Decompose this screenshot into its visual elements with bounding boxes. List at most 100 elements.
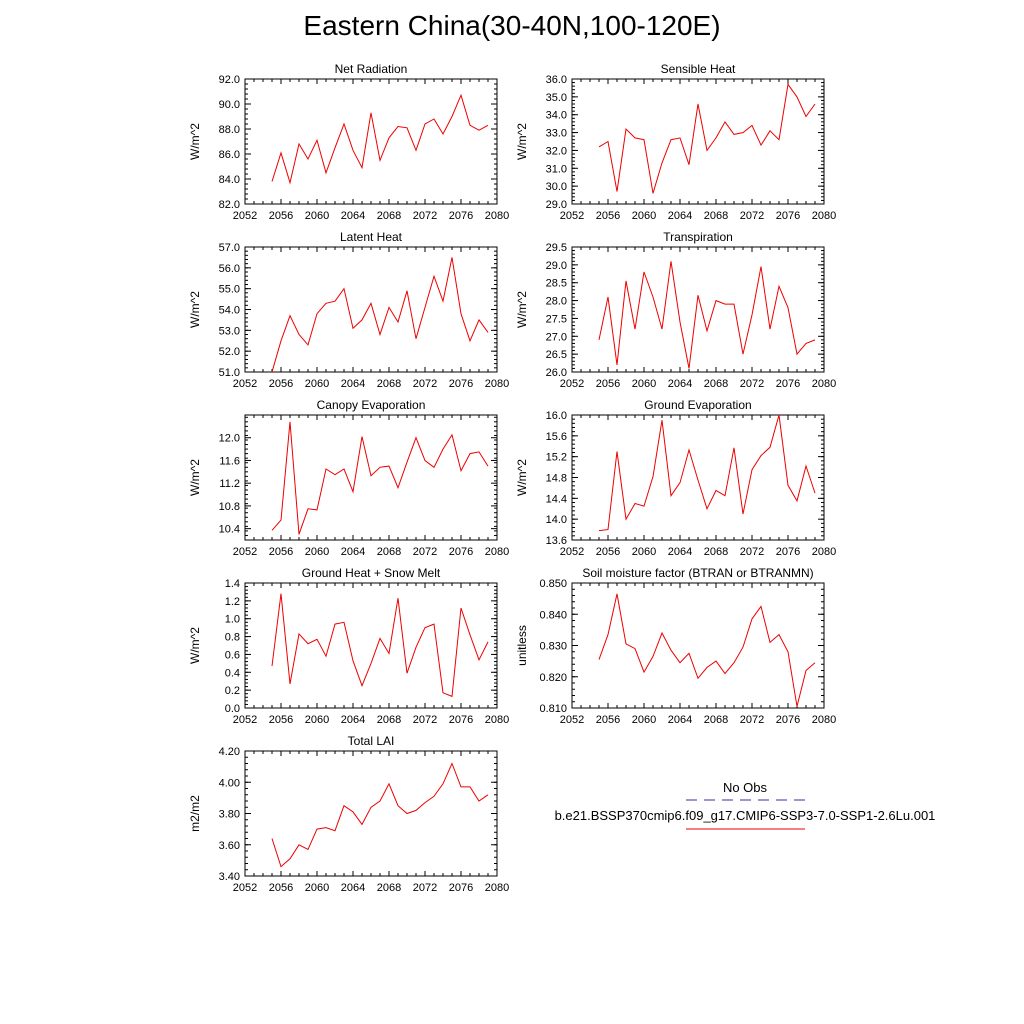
- y-tick-label-ground-heat-snow-melt: 0.0: [225, 703, 240, 715]
- x-tick-label-total-lai: 2076: [449, 882, 473, 894]
- x-tick-label-sensible-heat: 2080: [812, 210, 836, 222]
- x-tick-label-canopy-evaporation: 2068: [377, 546, 401, 558]
- panel-title-total-lai: Total LAI: [348, 734, 395, 748]
- x-tick-label-soil-moisture-factor-btran-or-btranmn: 2072: [740, 714, 764, 726]
- plot-frame-latent-heat: [244, 246, 498, 373]
- y-tick-label-canopy-evaporation: 11.2: [219, 478, 240, 490]
- figure-title: Eastern China(30-40N,100-120E): [303, 10, 721, 41]
- panel-title-ground-evaporation: Ground Evaporation: [644, 398, 751, 412]
- y-tick-label-total-lai: 3.60: [219, 840, 240, 852]
- panel-ground-evaporation: Ground Evaporation W/m^2 2052 2056 2060 2064 2…: [515, 398, 836, 558]
- y-tick-label-sensible-heat: 29.0: [546, 199, 567, 211]
- x-tick-label-sensible-heat: 2052: [560, 210, 584, 222]
- x-tick-label-sensible-heat: 2060: [632, 210, 656, 222]
- x-tick-label-total-lai: 2056: [269, 882, 293, 894]
- y-tick-label-total-lai: 4.00: [219, 777, 240, 789]
- legend-label-model: b.e21.BSSP370cmip6.f09_g17.CMIP6-SSP3-7.…: [555, 808, 936, 823]
- y-tick-label-transpiration: 26.5: [546, 349, 567, 361]
- y-tick-label-transpiration: 29.5: [546, 242, 567, 254]
- x-tick-label-total-lai: 2080: [485, 882, 509, 894]
- y-tick-label-latent-heat: 57.0: [219, 242, 240, 254]
- x-tick-label-transpiration: 2052: [560, 378, 584, 390]
- x-tick-label-soil-moisture-factor-btran-or-btranmn: 2060: [632, 714, 656, 726]
- y-tick-label-total-lai: 4.20: [219, 746, 240, 758]
- panel-sensible-heat: Sensible Heat W/m^2 2052 2056 2060 2064 2068 20…: [515, 62, 836, 222]
- y-tick-label-sensible-heat: 36.0: [546, 74, 567, 86]
- x-tick-label-transpiration: 2060: [632, 378, 656, 390]
- y-tick-label-ground-heat-snow-melt: 0.8: [225, 632, 240, 644]
- series-line-ground-evaporation: [598, 414, 816, 532]
- series-line-ground-heat-snow-melt: [271, 593, 489, 698]
- x-tick-label-transpiration: 2072: [740, 378, 764, 390]
- y-tick-label-transpiration: 27.0: [546, 331, 567, 343]
- panel-title-soil-moisture-factor-btran-or-btranmn: Soil moisture factor (BTRAN or BTRANMN): [582, 566, 813, 580]
- panels-group: Net Radiation W/m^2 2052 2056 2060 2064 2068 20…: [188, 62, 836, 894]
- x-tick-label-sensible-heat: 2056: [596, 210, 620, 222]
- panel-latent-heat: Latent Heat W/m^2 2052 2056 2060 2064 2068 2072…: [188, 230, 509, 390]
- y-tick-label-total-lai: 3.80: [219, 809, 240, 821]
- y-tick-label-transpiration: 27.5: [546, 313, 567, 325]
- panel-title-net-radiation: Net Radiation: [335, 62, 408, 76]
- panel-transpiration: Transpiration W/m^2 2052 2056 2060 2064 2068 20…: [515, 230, 836, 390]
- x-tick-label-soil-moisture-factor-btran-or-btranmn: 2052: [560, 714, 584, 726]
- y-tick-label-sensible-heat: 31.0: [546, 163, 567, 175]
- x-tick-label-canopy-evaporation: 2080: [485, 546, 509, 558]
- x-tick-label-sensible-heat: 2072: [740, 210, 764, 222]
- y-tick-label-ground-evaporation: 14.0: [546, 514, 567, 526]
- x-tick-label-canopy-evaporation: 2056: [269, 546, 293, 558]
- x-tick-label-ground-heat-snow-melt: 2080: [485, 714, 509, 726]
- y-axis-label-transpiration: W/m^2: [515, 291, 529, 328]
- series-line-latent-heat: [271, 257, 489, 373]
- x-tick-label-latent-heat: 2080: [485, 378, 509, 390]
- plot-frame-total-lai: [244, 750, 498, 877]
- x-tick-label-transpiration: 2056: [596, 378, 620, 390]
- series-line-net-radiation: [271, 93, 489, 185]
- y-axis-label-ground-evaporation: W/m^2: [515, 459, 529, 496]
- x-tick-label-ground-heat-snow-melt: 2072: [413, 714, 437, 726]
- x-tick-label-soil-moisture-factor-btran-or-btranmn: 2076: [776, 714, 800, 726]
- x-tick-label-net-radiation: 2052: [233, 210, 257, 222]
- legend-label-obs: No Obs: [723, 780, 768, 795]
- y-axis-label-latent-heat: W/m^2: [188, 291, 202, 328]
- y-tick-label-soil-moisture-factor-btran-or-btranmn: 0.820: [539, 672, 567, 684]
- y-tick-label-net-radiation: 86.0: [219, 149, 240, 161]
- y-tick-label-ground-evaporation: 13.6: [546, 535, 567, 547]
- series-line-total-lai: [271, 762, 489, 868]
- y-tick-label-soil-moisture-factor-btran-or-btranmn: 0.840: [539, 609, 567, 621]
- x-tick-label-net-radiation: 2064: [341, 210, 365, 222]
- y-tick-label-ground-heat-snow-melt: 0.2: [225, 685, 240, 697]
- plot-frame-canopy-evaporation: [244, 414, 498, 541]
- y-tick-label-canopy-evaporation: 11.6: [219, 455, 240, 467]
- y-tick-label-canopy-evaporation: 10.4: [219, 524, 240, 536]
- x-tick-label-transpiration: 2076: [776, 378, 800, 390]
- x-tick-label-ground-heat-snow-melt: 2064: [341, 714, 365, 726]
- y-tick-label-sensible-heat: 33.0: [546, 128, 567, 140]
- x-tick-label-ground-evaporation: 2080: [812, 546, 836, 558]
- y-tick-label-ground-evaporation: 15.6: [546, 431, 567, 443]
- x-tick-label-soil-moisture-factor-btran-or-btranmn: 2056: [596, 714, 620, 726]
- y-tick-label-latent-heat: 52.0: [219, 346, 240, 358]
- y-tick-label-total-lai: 3.40: [219, 871, 240, 883]
- y-axis-label-sensible-heat: W/m^2: [515, 123, 529, 160]
- y-axis-label-ground-heat-snow-melt: W/m^2: [188, 627, 202, 664]
- y-tick-label-ground-heat-snow-melt: 0.6: [225, 649, 240, 661]
- panel-ground-heat-snow-melt: Ground Heat + Snow Melt W/m^2 2052 2056 2060…: [188, 566, 509, 726]
- y-axis-label-total-lai: m2/m2: [188, 795, 202, 832]
- x-tick-label-total-lai: 2068: [377, 882, 401, 894]
- y-tick-label-transpiration: 26.0: [546, 367, 567, 379]
- x-tick-label-sensible-heat: 2076: [776, 210, 800, 222]
- y-tick-label-ground-heat-snow-melt: 1.0: [225, 614, 240, 626]
- plot-frame-soil-moisture-factor-btran-or-btranmn: [571, 582, 825, 709]
- y-axis-label-net-radiation: W/m^2: [188, 123, 202, 160]
- x-tick-label-net-radiation: 2068: [377, 210, 401, 222]
- x-tick-label-ground-evaporation: 2056: [596, 546, 620, 558]
- y-tick-label-latent-heat: 53.0: [219, 325, 240, 337]
- x-tick-label-canopy-evaporation: 2064: [341, 546, 365, 558]
- y-tick-label-sensible-heat: 35.0: [546, 92, 567, 104]
- x-tick-label-transpiration: 2064: [668, 378, 692, 390]
- x-tick-label-net-radiation: 2080: [485, 210, 509, 222]
- y-tick-label-net-radiation: 88.0: [219, 124, 240, 136]
- panel-title-ground-heat-snow-melt: Ground Heat + Snow Melt: [302, 566, 441, 580]
- y-tick-label-sensible-heat: 30.0: [546, 181, 567, 193]
- y-tick-label-latent-heat: 55.0: [219, 284, 240, 296]
